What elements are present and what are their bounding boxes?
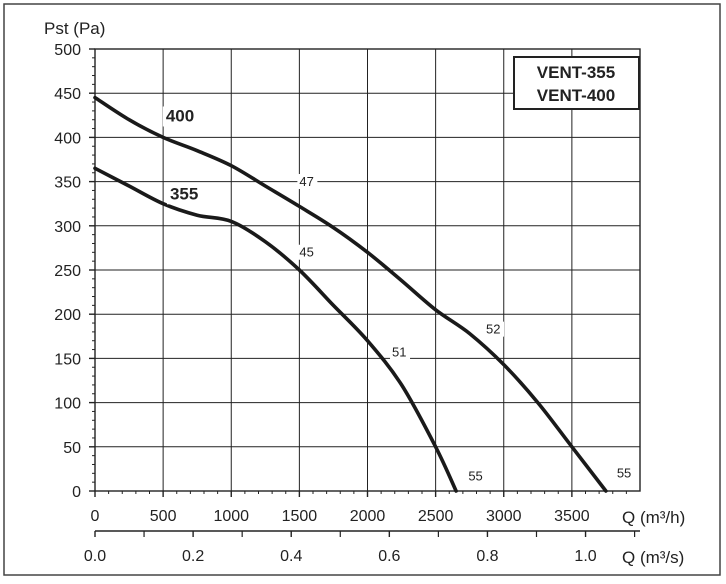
x-tick-label: 500 — [150, 508, 177, 525]
secondary-x-tick-label: 0.0 — [84, 548, 106, 565]
legend-entry-vent-355: VENT-355 — [537, 63, 615, 82]
legend-box — [513, 56, 640, 110]
annotation-bg — [614, 465, 635, 481]
curve-annotation: 45 — [299, 245, 313, 260]
annotation-bg — [484, 321, 505, 337]
legend-entry-vent-400: VENT-400 — [537, 86, 615, 105]
y-tick-label: 300 — [54, 219, 81, 236]
x-axis-title-primary: Q (m³/h) — [622, 508, 685, 527]
series-label-400: 400 — [166, 106, 194, 125]
series-line-355 — [93, 166, 458, 493]
x-tick-label: 1500 — [282, 508, 318, 525]
y-tick-label: 200 — [54, 307, 81, 324]
x-tick-label: 0 — [91, 508, 100, 525]
secondary-x-tick-label: 0.4 — [280, 548, 302, 565]
x-tick-label: 1000 — [213, 508, 249, 525]
x-axis-title-secondary: Q (m³/s) — [622, 548, 684, 567]
series-label-bg — [162, 106, 203, 127]
curve-annotation: 52 — [486, 322, 500, 337]
annotation-bg — [390, 344, 411, 360]
secondary-x-tick-label: 0.6 — [378, 548, 400, 565]
curve-annotation: 51 — [392, 345, 406, 360]
x-tick-label: 2000 — [350, 508, 386, 525]
curves — [93, 95, 608, 493]
series-label-bg — [166, 184, 207, 205]
y-tick-label: 500 — [54, 42, 81, 59]
y-tick-label: 150 — [54, 351, 81, 368]
y-tick-label: 350 — [54, 175, 81, 192]
y-tick-label: 400 — [54, 130, 81, 147]
x-tick-label: 3000 — [486, 508, 522, 525]
curve-annotation: 55 — [617, 466, 631, 481]
annotation-bg — [297, 244, 318, 260]
y-tick-label: 250 — [54, 263, 81, 280]
curve-annotation: 55 — [468, 468, 482, 483]
axis-ticks — [89, 48, 640, 537]
y-axis-title: Pst (Pa) — [44, 19, 105, 38]
series-line-400 — [93, 95, 608, 493]
legend: VENT-355 VENT-400 — [513, 56, 640, 110]
y-tick-label: 450 — [54, 86, 81, 103]
labels: 0 50 100 150 200 250 300 350 400 450 500 0 500 1000 15… — [54, 42, 635, 565]
annotation-bg — [297, 174, 318, 190]
secondary-x-tick-label: 0.8 — [476, 548, 498, 565]
y-tick-label: 0 — [72, 484, 81, 501]
series-label-355: 355 — [170, 184, 198, 203]
secondary-x-tick-label: 0.2 — [182, 548, 204, 565]
y-tick-label: 50 — [63, 440, 81, 457]
curve-annotation: 47 — [299, 174, 313, 189]
x-tick-label: 2500 — [418, 508, 454, 525]
y-tick-label: 100 — [54, 396, 81, 413]
annotation-bg — [466, 468, 487, 484]
x-tick-label: 3500 — [554, 508, 590, 525]
secondary-x-tick-label: 1.0 — [574, 548, 596, 565]
